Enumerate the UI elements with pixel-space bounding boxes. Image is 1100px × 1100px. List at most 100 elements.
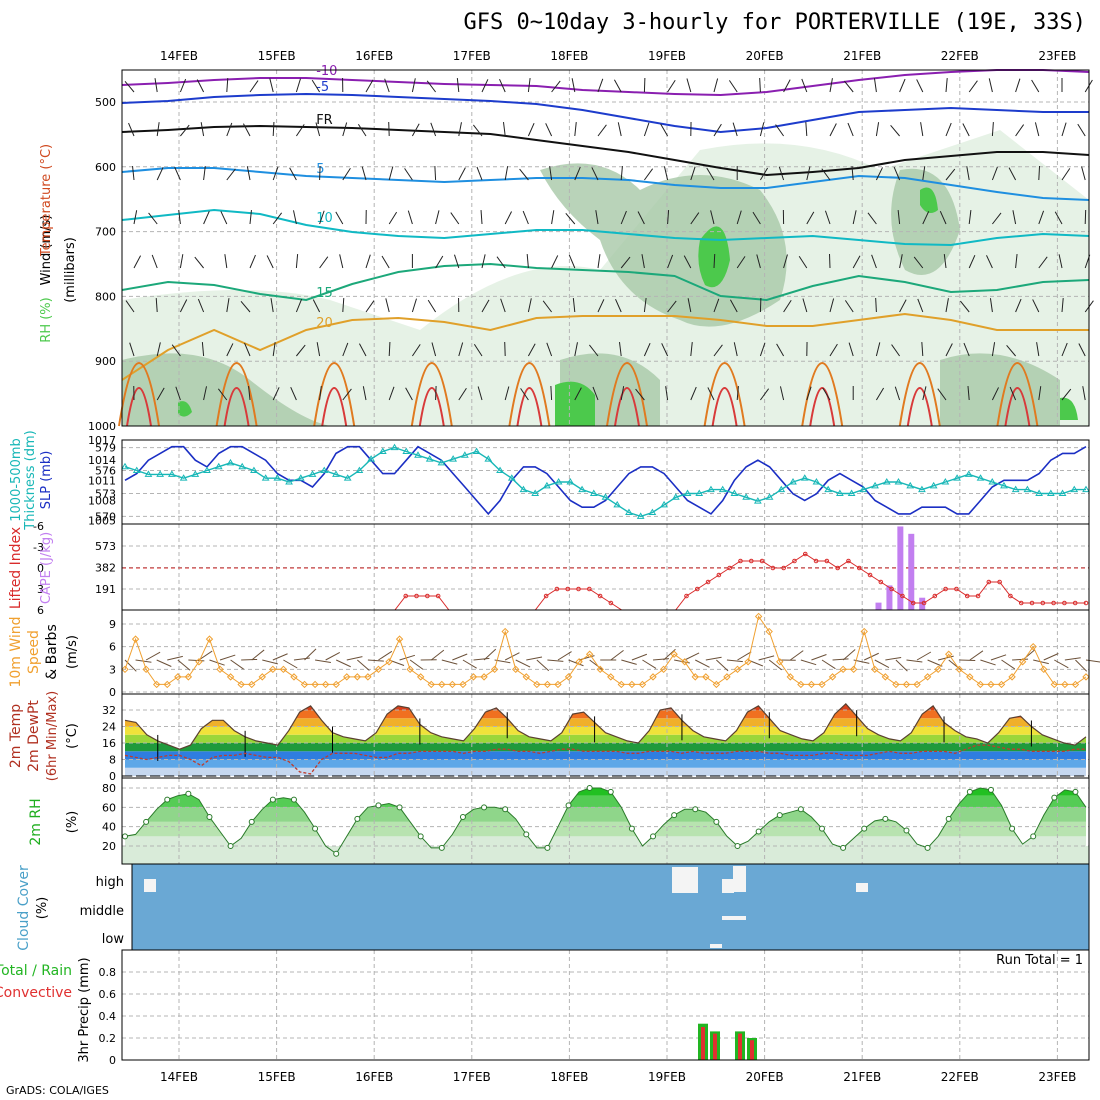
- cloud-block: [722, 916, 746, 920]
- wind-barb: [806, 166, 811, 181]
- wind-barb: [1009, 386, 1017, 401]
- surface-wind-barb: [188, 659, 205, 662]
- surface-wind-barb: [1033, 659, 1049, 665]
- thickness-marker: [625, 508, 633, 516]
- thickness-marker: [1046, 489, 1055, 496]
- wind-barb: [171, 344, 181, 357]
- wind-barb: [574, 387, 582, 401]
- wind-barb: [458, 387, 467, 401]
- wind-speed-marker: [702, 673, 710, 681]
- wind-speed-marker: [290, 673, 298, 681]
- wind-barb: [155, 297, 158, 313]
- tick-label: -3: [33, 541, 44, 554]
- wind-barb: [174, 167, 181, 181]
- wind-speed-marker: [512, 665, 520, 674]
- thickness-marker: [929, 481, 938, 489]
- thickness-marker: [144, 470, 153, 477]
- wind-speed-marker: [849, 665, 858, 674]
- wind-barb: [899, 78, 906, 93]
- tick-label: 6: [109, 641, 116, 654]
- wind-speed-marker: [279, 665, 288, 674]
- tick-label: 900: [95, 355, 116, 368]
- surface-wind-barb: [145, 651, 161, 661]
- rh-marker: [544, 844, 551, 851]
- surface-wind-barb: [209, 659, 225, 666]
- wind-barb: [643, 343, 651, 357]
- surface-wind-barb: [1012, 658, 1029, 661]
- wind-speed-marker: [1008, 673, 1016, 681]
- wind-barb: [411, 123, 420, 137]
- wind-barb: [568, 254, 576, 269]
- surface-wind-barb: [631, 653, 648, 661]
- rh-base: [122, 846, 1089, 864]
- rh-shade-mid: [891, 168, 960, 275]
- rh-marker: [375, 802, 382, 809]
- surface-wind-barb: [177, 659, 191, 671]
- date-label-bottom: 21FEB: [843, 1070, 881, 1084]
- wind-barb: [713, 344, 723, 357]
- surface-wind-barb: [980, 659, 996, 666]
- wind-barb: [588, 344, 599, 357]
- lifted-index-marker: [910, 600, 916, 606]
- surface-wind-barb: [758, 655, 775, 661]
- tick-label: 570: [95, 510, 116, 523]
- thickness-marker: [1070, 485, 1079, 493]
- wind-barb: [319, 256, 329, 269]
- cape-bar: [897, 526, 904, 610]
- surface-wind-barb: [916, 651, 932, 661]
- wind-barb: [591, 167, 599, 181]
- thickness-marker: [132, 466, 141, 474]
- wind-barb: [875, 122, 880, 137]
- surface-wind-barb: [483, 648, 497, 661]
- wind-speed-marker: [712, 680, 721, 689]
- isotherm-label: -10: [316, 64, 337, 79]
- wind-barb: [992, 212, 1002, 225]
- wind-barb: [756, 254, 761, 269]
- wind-barb: [620, 386, 625, 401]
- wind-barb: [431, 342, 437, 357]
- precip-convective-bar: [713, 1033, 717, 1060]
- wind-barb: [1077, 123, 1086, 137]
- thickness-marker: [1000, 481, 1008, 489]
- tick-label: -6: [33, 520, 44, 533]
- wind-barb: [829, 78, 833, 93]
- lifted-index-marker: [587, 586, 592, 592]
- wind-barb: [342, 122, 348, 137]
- wind-barb: [549, 166, 553, 181]
- wind-speed-marker: [1040, 665, 1048, 674]
- lifted-index-marker: [425, 593, 430, 599]
- thickness-marker: [355, 466, 364, 474]
- tick-label: 0.4: [99, 1010, 117, 1023]
- thickness-marker: [554, 478, 563, 485]
- tick-label: 500: [95, 96, 116, 109]
- lifted-index-marker: [889, 586, 894, 592]
- panel-frame: [121, 949, 1090, 1061]
- thickness-marker: [402, 447, 411, 454]
- wind-barb: [388, 386, 395, 401]
- wind-barb: [527, 343, 536, 357]
- date-label-top: 18FEB: [550, 49, 588, 63]
- cloud-level-label: low: [102, 932, 125, 947]
- wind-barb: [613, 79, 622, 93]
- panel-frame: [121, 69, 1090, 427]
- lifted-index-marker: [867, 572, 873, 578]
- surface-wind-barb: [642, 659, 657, 669]
- wind-barb: [617, 122, 622, 137]
- wind-barb: [736, 210, 742, 225]
- wind-barb: [871, 254, 877, 269]
- temperature-band: [125, 703, 1086, 710]
- surface-wind-barb: [790, 650, 804, 661]
- cloud-background: [132, 864, 1089, 950]
- wind-speed-marker: [490, 665, 499, 674]
- wind-barb: [365, 79, 374, 93]
- surface-wind-barb: [156, 659, 172, 667]
- surface-wind-barb: [293, 657, 310, 661]
- rh-marker: [396, 804, 403, 811]
- thickness-marker: [308, 470, 317, 477]
- wind-barb: [1038, 210, 1045, 225]
- rh-shade-mid: [540, 163, 787, 327]
- rh-marker: [1051, 794, 1058, 801]
- surface-wind-barb: [663, 648, 676, 661]
- tick-label: 0.2: [99, 1032, 117, 1045]
